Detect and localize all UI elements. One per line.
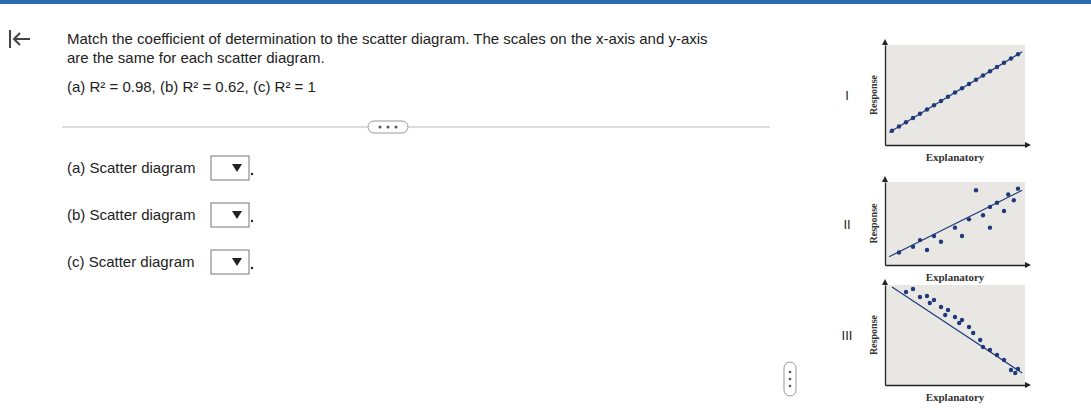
expand-pill[interactable] xyxy=(368,121,408,133)
diagram-label: III xyxy=(842,328,853,343)
x-axis-title: Explanatory xyxy=(926,151,985,163)
answer-label: (c) Scatter diagram xyxy=(67,253,195,270)
dropdown[interactable] xyxy=(211,203,249,227)
scatter-point xyxy=(1012,198,1016,202)
question-text: Match the coefficient of determination t… xyxy=(67,30,708,47)
scatter-point xyxy=(1002,209,1006,213)
period xyxy=(251,173,253,175)
scatter-point xyxy=(928,301,932,305)
expand-dot[interactable] xyxy=(395,126,398,129)
marks xyxy=(889,52,1022,133)
fit-line xyxy=(892,287,1022,373)
back-bar[interactable] xyxy=(9,30,11,48)
scatter-point xyxy=(932,298,936,302)
x-axis-title: Explanatory xyxy=(926,271,985,283)
diagram-label: I xyxy=(845,88,849,103)
answer-label: (b) Scatter diagram xyxy=(67,206,195,223)
y-axis xyxy=(885,286,886,386)
expand-dot[interactable] xyxy=(379,126,382,129)
scatter-point xyxy=(904,290,908,294)
axis-arrow xyxy=(882,176,888,182)
scatter-point xyxy=(1009,368,1013,372)
period xyxy=(251,267,253,269)
axis-arrow xyxy=(882,279,888,285)
dropdown[interactable] xyxy=(211,250,249,274)
plot-background xyxy=(885,45,1025,145)
scatter-point xyxy=(1016,186,1020,190)
scatter-point xyxy=(981,213,985,217)
question-text: are the same for each scatter diagram. xyxy=(67,49,325,66)
y-axis-line xyxy=(885,46,886,146)
scatter-point xyxy=(925,248,929,252)
period xyxy=(251,220,253,222)
answer-label: (a) Scatter diagram xyxy=(67,159,195,176)
scatter-point xyxy=(988,225,992,229)
axis-arrow xyxy=(1025,382,1031,388)
scatter-diagram: Explanatory Response III xyxy=(842,279,1031,403)
dropdown[interactable] xyxy=(211,156,249,180)
scatter-point xyxy=(939,305,943,309)
x-axis xyxy=(886,145,1026,146)
fit-line xyxy=(889,52,1022,133)
handle-dot[interactable] xyxy=(789,378,792,381)
axis-arrow xyxy=(882,39,888,45)
dropdown-arrow[interactable] xyxy=(232,211,242,219)
scatter-point xyxy=(918,295,922,299)
x-axis xyxy=(886,385,1026,386)
axis-arrow xyxy=(1025,142,1031,148)
fit-line xyxy=(889,190,1022,256)
expand-button[interactable] xyxy=(368,121,408,133)
axis-arrow xyxy=(1025,262,1031,268)
scatter-point xyxy=(967,325,971,329)
page: Match the coefficient of determination t… xyxy=(0,0,1091,417)
plot-background xyxy=(885,182,1025,265)
x-axis-title: Explanatory xyxy=(926,391,985,403)
y-axis-title: Response xyxy=(868,314,879,355)
marks xyxy=(889,186,1022,256)
scatter-diagram: Explanatory Response I xyxy=(845,39,1031,163)
top-band xyxy=(0,0,1091,4)
dropdown-arrow[interactable] xyxy=(232,164,242,172)
side-handle[interactable] xyxy=(784,362,796,396)
scatter-point xyxy=(953,225,957,229)
scatter-point xyxy=(925,294,929,298)
x-axis-line xyxy=(886,385,1026,386)
y-axis-line xyxy=(885,286,886,386)
back-arrow[interactable] xyxy=(14,33,30,45)
scatter-point xyxy=(1013,371,1017,375)
scatter-point xyxy=(971,331,975,335)
scatter-point xyxy=(946,308,950,312)
dropdown-arrow[interactable] xyxy=(232,258,242,266)
dropdown-box[interactable] xyxy=(211,203,249,227)
divider xyxy=(62,127,770,128)
x-axis-line xyxy=(886,145,1026,146)
handle-pill[interactable] xyxy=(784,362,796,396)
scatter-point xyxy=(960,318,964,322)
y-axis xyxy=(885,183,886,266)
x-axis-line xyxy=(886,265,1026,266)
y-axis-title: Response xyxy=(868,203,879,244)
expand-dot[interactable] xyxy=(387,126,390,129)
x-axis xyxy=(886,265,1026,266)
plot-background xyxy=(885,285,1025,385)
dropdown-box[interactable] xyxy=(211,156,249,180)
question-options: (a) R² = 0.98, (b) R² = 0.62, (c) R² = 1 xyxy=(67,78,316,95)
handle-dot[interactable] xyxy=(789,371,792,374)
handle-dot[interactable] xyxy=(789,385,792,388)
scatter-point xyxy=(974,188,978,192)
y-axis xyxy=(885,46,886,146)
diagram-label: II xyxy=(843,217,850,232)
scatter-point xyxy=(953,315,957,319)
scatter-diagram: Explanatory Response II xyxy=(843,176,1031,283)
dropdown-box[interactable] xyxy=(211,250,249,274)
y-axis-title: Response xyxy=(868,74,879,115)
marks xyxy=(892,287,1022,375)
scatter-point xyxy=(943,313,947,317)
y-axis-line xyxy=(885,183,886,266)
back-button[interactable] xyxy=(10,30,30,48)
scatter-point xyxy=(960,234,964,238)
scatter-point xyxy=(978,338,982,342)
scatter-point xyxy=(911,287,915,291)
scatter-point xyxy=(939,240,943,244)
